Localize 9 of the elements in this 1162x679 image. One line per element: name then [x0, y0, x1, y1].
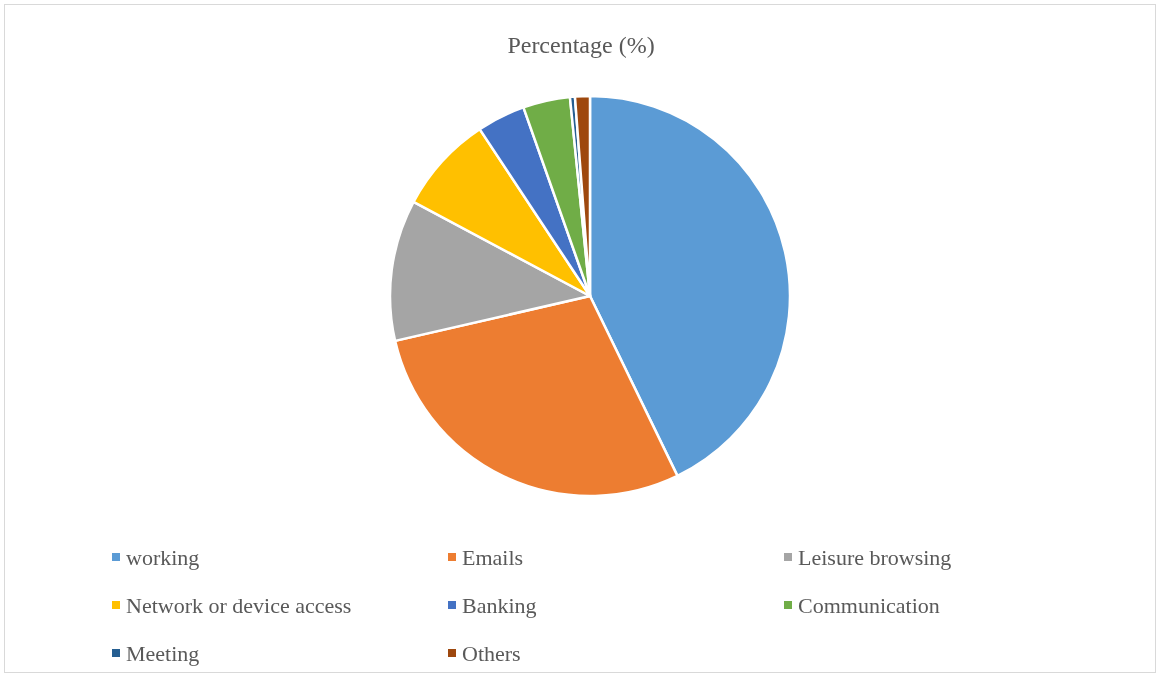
legend-label: Network or device access — [126, 592, 352, 618]
legend-label: Others — [462, 640, 521, 666]
legend-label: working — [126, 544, 200, 570]
legend-label: Leisure browsing — [798, 544, 952, 570]
legend-label: Communication — [798, 592, 940, 618]
legend-label: Banking — [462, 592, 537, 618]
chart-title: Percentage (%) — [507, 32, 655, 58]
legend-label: Emails — [462, 544, 524, 570]
legend-label: Meeting — [126, 640, 200, 666]
